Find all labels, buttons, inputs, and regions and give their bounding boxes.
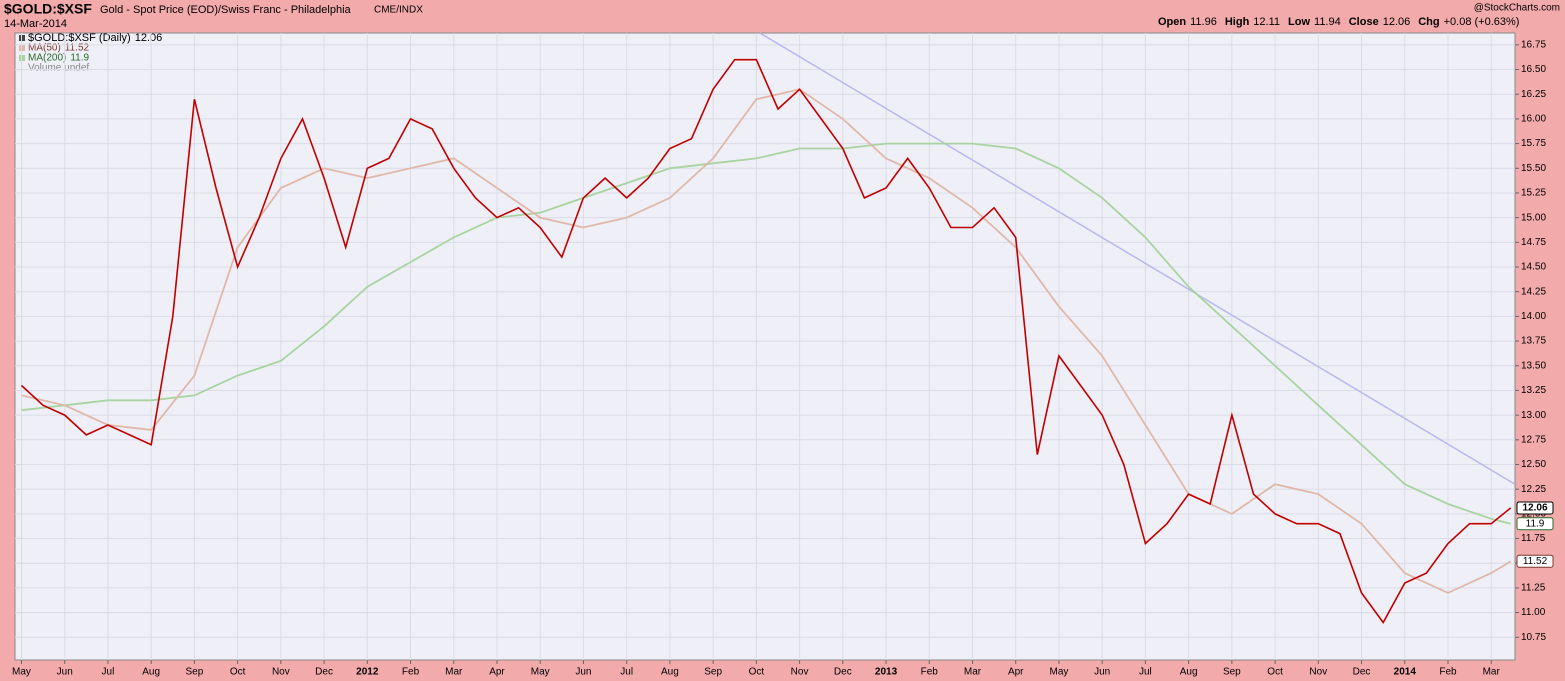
quote-value: 11.94	[1314, 16, 1341, 28]
x-tick-label: Jul	[620, 667, 633, 678]
y-tick-label: 12.50	[1521, 459, 1546, 470]
x-tick-label: Jun	[57, 667, 73, 678]
value-flag	[1516, 517, 1554, 531]
x-tick-label: Sep	[704, 667, 722, 678]
y-tick-label: 15.50	[1521, 163, 1546, 174]
x-tick-label: 2014	[1394, 667, 1417, 678]
legend-swatch	[19, 35, 25, 41]
quote-value: 11.96	[1190, 16, 1217, 28]
x-tick-label: Sep	[1223, 667, 1241, 678]
x-tick-label: 2012	[356, 667, 379, 678]
x-tick-label: Feb	[1439, 667, 1457, 678]
x-tick-label: Jul	[102, 667, 115, 678]
legend-value: 11.9	[70, 53, 89, 64]
x-tick-label: May	[1049, 667, 1068, 678]
quote-value: 12.06	[1383, 16, 1411, 28]
y-tick-label: 13.75	[1521, 336, 1546, 347]
value-flag-label: 12.06	[1522, 503, 1547, 514]
plot-area	[14, 32, 1516, 661]
x-tick-label: Nov	[272, 667, 290, 678]
x-tick-label: Nov	[1309, 667, 1327, 678]
y-tick-label: 14.75	[1521, 237, 1546, 248]
y-tick-label: 12.75	[1521, 434, 1546, 445]
quote-label: Low	[1288, 16, 1310, 28]
price-line	[20, 58, 1512, 624]
x-tick-label: Mar	[1483, 667, 1501, 678]
x-tick-label: Sep	[185, 667, 203, 678]
y-tick-label: 16.25	[1521, 89, 1546, 100]
legend-swatch	[19, 55, 25, 61]
symbol: $GOLD:$XSF	[4, 1, 92, 17]
moving-average	[21, 88, 1512, 594]
x-tick-label: Aug	[1180, 667, 1198, 678]
y-tick-label: 16.75	[1521, 39, 1546, 50]
quote-value: 12.11	[1253, 16, 1280, 28]
x-tick-label: Apr	[489, 667, 505, 678]
x-tick-label: Oct	[1267, 667, 1283, 678]
x-tick-label: Nov	[791, 667, 809, 678]
quote-label: Open	[1158, 16, 1186, 28]
legend: $GOLD:$XSF (Daily) 12.06 MA(50) 11.52MA(200…	[17, 32, 162, 74]
x-tick-label: Mar	[964, 667, 982, 678]
x-tick-label: Jul	[1139, 667, 1152, 678]
legend-box	[17, 34, 137, 74]
x-tick-label: Apr	[1008, 667, 1024, 678]
y-tick-label: 13.50	[1521, 360, 1546, 371]
y-tick-label: 14.00	[1521, 311, 1546, 322]
exchange: CME/INDX	[374, 5, 423, 16]
x-tick-label: Dec	[1353, 667, 1371, 678]
legend-value: 12.06	[135, 32, 163, 44]
date: 14-Mar-2014	[4, 18, 67, 30]
source: @StockCharts.com	[1474, 3, 1560, 14]
y-tick-label: 14.50	[1521, 262, 1546, 273]
y-tick-label: 15.75	[1521, 138, 1546, 149]
value-flag	[1516, 501, 1554, 515]
trendline	[759, 32, 1516, 485]
x-tick-label: Feb	[402, 667, 420, 678]
y-tick-label: 13.25	[1521, 385, 1546, 396]
legend-value: 11.52	[65, 43, 90, 54]
y-tick-label: 14.25	[1521, 286, 1546, 297]
x-tick-label: May	[531, 667, 550, 678]
y-tick-label: 15.00	[1521, 212, 1546, 223]
value-flag	[1516, 554, 1554, 568]
y-tick-label: 15.25	[1521, 188, 1546, 199]
quote-value: +0.08 (+0.63%)	[1444, 16, 1520, 28]
y-tick-label: 10.75	[1521, 632, 1546, 643]
x-tick-label: Dec	[315, 667, 333, 678]
x-tick-label: Aug	[142, 667, 160, 678]
x-tick-label: Dec	[834, 667, 852, 678]
y-tick-label: 11.75	[1521, 533, 1546, 544]
chart-title: Gold - Spot Price (EOD)/Swiss Franc - Ph…	[100, 4, 352, 16]
x-tick-label: Aug	[661, 667, 679, 678]
legend-name: MA(200)	[28, 53, 66, 64]
quote: Open 11.96 High 12.11 Low 11.94 Close 12.06 Chg +…	[1158, 16, 1519, 28]
x-tick-label: Feb	[921, 667, 939, 678]
legend-swatch	[19, 45, 25, 51]
x-tick-label: Oct	[749, 667, 765, 678]
quote-label: Close	[1349, 16, 1379, 28]
y-tick-label: 11.25	[1521, 583, 1546, 594]
legend-name: $GOLD:$XSF (Daily)	[28, 32, 131, 44]
x-tick-label: 2013	[875, 667, 898, 678]
y-tick-label: 13.00	[1521, 410, 1546, 421]
y-tick-label: 12.25	[1521, 484, 1546, 495]
legend-name: MA(50)	[28, 43, 61, 54]
x-tick-label: Jun	[1094, 667, 1110, 678]
x-tick-label: May	[12, 667, 31, 678]
y-tick-label: 16.50	[1521, 64, 1546, 75]
value-flag-label: 11.9	[1526, 518, 1545, 529]
y-tick-label: 11.00	[1521, 607, 1546, 618]
value-flag-label: 11.52	[1523, 556, 1548, 567]
x-tick-label: Jun	[575, 667, 591, 678]
quote-label: Chg	[1418, 16, 1439, 28]
x-tick-label: Mar	[445, 667, 463, 678]
y-tick-label: 16.00	[1521, 114, 1546, 125]
volume-label: Volume undef	[28, 63, 89, 74]
moving-average	[21, 142, 1511, 525]
x-tick-label: Oct	[230, 667, 246, 678]
quote-label: High	[1225, 16, 1250, 28]
